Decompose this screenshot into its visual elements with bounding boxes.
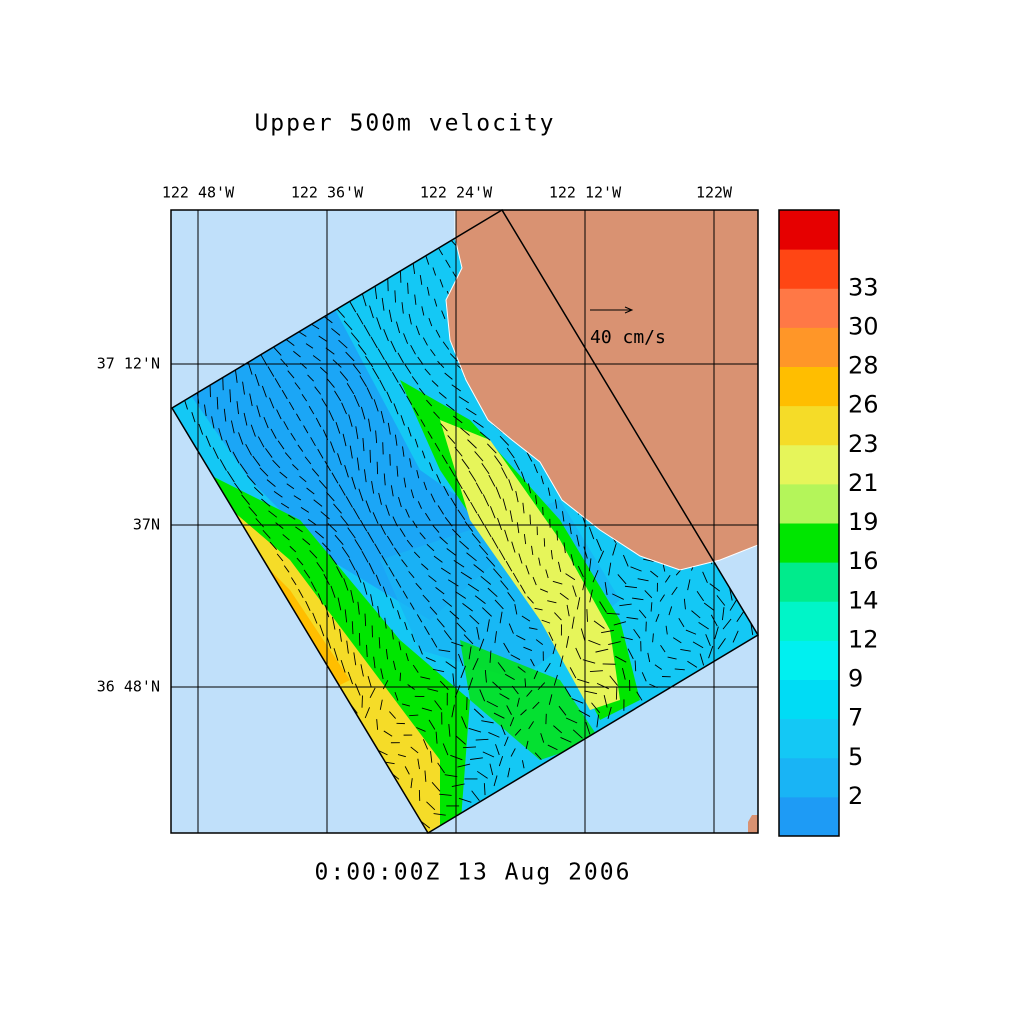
colorbar-band <box>779 758 839 798</box>
vector-scale-label: 40 cm/s <box>590 327 666 348</box>
colorbar-label: 21 <box>848 469 879 497</box>
colorbar-band <box>779 249 839 289</box>
colorbar-band <box>779 601 839 641</box>
colorbar-label: 14 <box>848 586 879 614</box>
colorbar-band <box>779 484 839 524</box>
velocity-arrow <box>557 531 558 541</box>
title: Upper 500m velocity <box>254 111 555 137</box>
velocity-arrow <box>408 283 409 294</box>
latitude-label: 37 12'N <box>97 355 160 373</box>
colorbar-label: 26 <box>848 391 879 419</box>
velocity-arrow <box>587 609 588 622</box>
colorbar-band <box>779 562 839 602</box>
colorbar-band <box>779 523 839 563</box>
colorbar-band <box>779 288 839 328</box>
longitude-label: 122 12'W <box>549 184 622 202</box>
velocity-arrow <box>635 661 636 672</box>
longitude-label: 122 24'W <box>420 184 493 202</box>
colorbar-band <box>779 367 839 407</box>
colorbar-label: 7 <box>848 704 863 732</box>
colorbar-band <box>779 680 839 720</box>
colorbar-label: 33 <box>848 273 879 301</box>
colorbar-band <box>779 406 839 446</box>
colorbar-band <box>779 327 839 367</box>
timestamp: 0:00:00Z 13 Aug 2006 <box>315 860 632 886</box>
colorbar-label: 9 <box>848 665 863 693</box>
colorbar-band <box>779 445 839 485</box>
longitude-label: 122W <box>696 184 733 202</box>
colorbar: 2 5 7 9 12 14 16 19 21 23 26 28 30 33 <box>779 210 879 837</box>
colorbar-label: 2 <box>848 782 863 810</box>
colorbar-label: 28 <box>848 352 879 380</box>
colorbar-label: 19 <box>848 508 879 536</box>
colorbar-band <box>779 797 839 837</box>
longitude-label: 122 48'W <box>162 184 235 202</box>
colorbar-band <box>779 719 839 759</box>
velocity-arrow <box>758 635 768 640</box>
colorbar-label: 23 <box>848 430 879 458</box>
colorbar-band <box>779 210 839 250</box>
longitude-label: 122 36'W <box>291 184 364 202</box>
colorbar-label: 30 <box>848 312 879 340</box>
colorbar-label: 16 <box>848 547 879 575</box>
latitude-label: 36 48'N <box>97 678 160 696</box>
latitude-label: 37N <box>133 516 160 534</box>
colorbar-label: 12 <box>848 625 879 653</box>
colorbar-label: 5 <box>848 743 863 771</box>
colorbar-band <box>779 640 839 680</box>
